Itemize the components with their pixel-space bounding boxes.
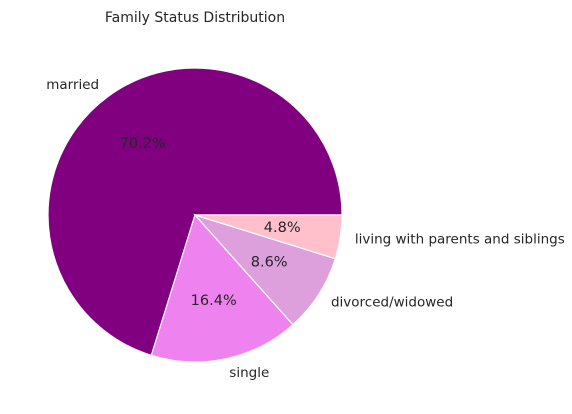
slice-label-divorced-widowed: divorced/widowed [331,294,453,310]
pie-slice-single [150,213,294,363]
percent-label-married: 70.2% [120,136,166,152]
slice-label-married: married [46,77,99,93]
percent-label-divorced-widowed: 8.6% [251,255,288,271]
pie-labels: married 70.2% single 16.4% divorced/widowed 8… [46,77,565,381]
pie-slices [47,67,343,363]
pie-slice-married [47,67,343,357]
percent-label-single: 16.4% [191,293,237,309]
slice-label-single: single [229,365,269,381]
pie-slice-living-with-parents-and-siblings [194,214,343,260]
slice-label-living-with-parents-and-siblings: living with parents and siblings [355,231,565,247]
percent-label-living-with-parents-and-siblings: 4.8% [264,220,301,236]
chart-title: Family Status Distribution [105,10,285,26]
